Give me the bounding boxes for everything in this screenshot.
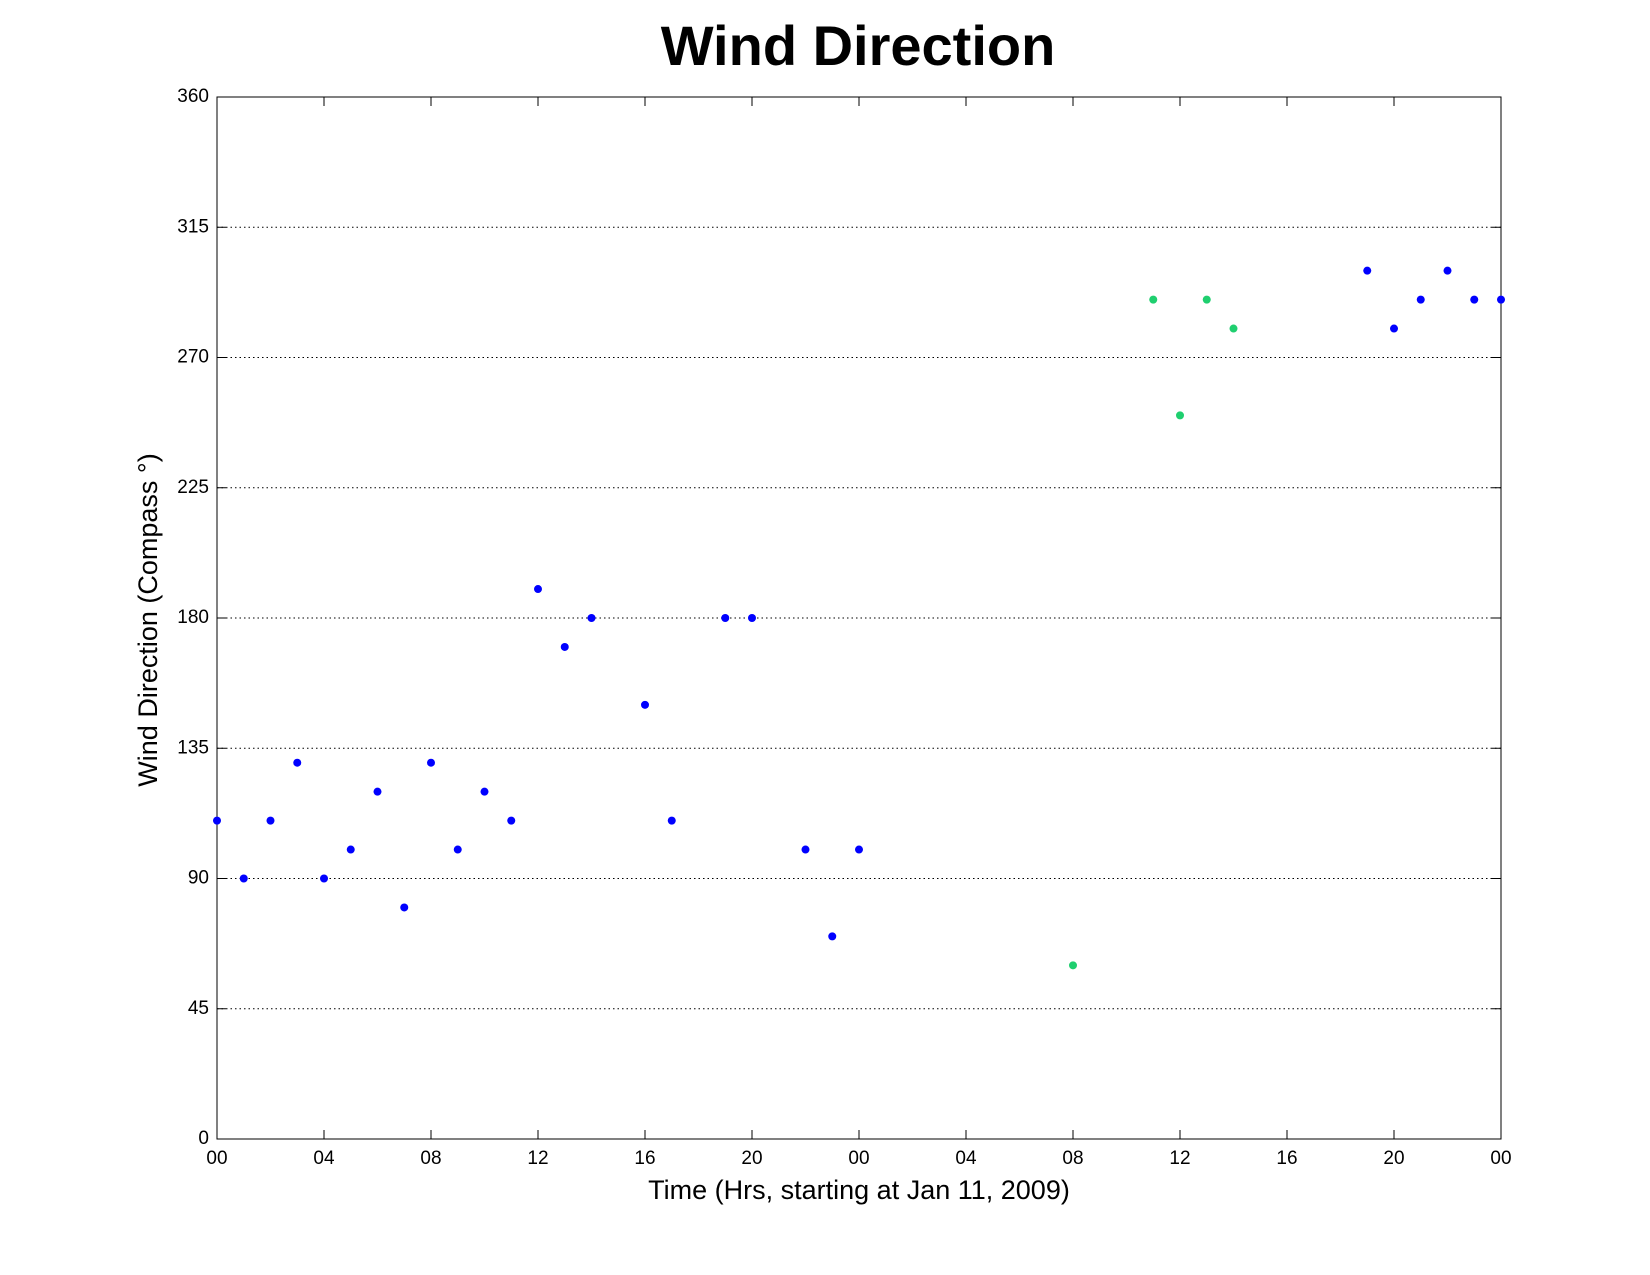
x-tick-label: 08 xyxy=(1062,1148,1083,1169)
y-tick-label: 180 xyxy=(177,607,209,628)
data-point xyxy=(320,874,328,883)
data-point xyxy=(1149,295,1158,304)
data-point xyxy=(507,816,516,825)
x-tick-label: 04 xyxy=(955,1148,977,1169)
data-point xyxy=(1069,961,1077,970)
y-axis-label: Wind Direction (Compass °) xyxy=(133,453,163,786)
data-point xyxy=(213,816,221,825)
data-point xyxy=(855,845,863,854)
data-point xyxy=(667,816,676,825)
data-point xyxy=(1229,324,1238,333)
data-point xyxy=(1176,411,1184,420)
data-point xyxy=(560,642,569,651)
y-tick-label: 315 xyxy=(177,216,209,237)
data-point xyxy=(427,758,435,767)
data-point xyxy=(748,614,756,622)
data-point xyxy=(400,903,409,912)
data-point xyxy=(453,845,462,854)
data-point xyxy=(828,932,837,941)
x-axis-label: Time (Hrs, starting at Jan 11, 2009) xyxy=(648,1175,1070,1205)
y-tick-label: 90 xyxy=(188,868,209,889)
x-tick-label: 04 xyxy=(313,1148,335,1169)
y-tick-label: 135 xyxy=(177,737,209,758)
data-point xyxy=(1202,295,1211,304)
x-tick-label: 08 xyxy=(420,1148,441,1169)
x-tick-label: 16 xyxy=(634,1148,655,1169)
data-point xyxy=(1497,295,1505,304)
y-tick-label: 45 xyxy=(188,998,209,1019)
data-point xyxy=(587,614,596,622)
x-tick-label: 20 xyxy=(1383,1148,1404,1169)
data-point xyxy=(1363,266,1372,275)
y-tick-label: 0 xyxy=(198,1128,209,1149)
x-tick-label: 20 xyxy=(741,1148,762,1169)
data-point xyxy=(1443,266,1452,275)
chart-title: Wind Direction xyxy=(661,14,1056,77)
plot-frame xyxy=(216,96,1502,1140)
x-tick-label: 12 xyxy=(527,1148,548,1169)
data-point xyxy=(801,845,810,854)
y-tick-label: 270 xyxy=(177,347,209,368)
y-tick-label: 225 xyxy=(177,477,209,498)
data-point xyxy=(266,816,275,825)
x-tick-label: 00 xyxy=(1490,1148,1511,1169)
data-point xyxy=(480,787,489,796)
data-point xyxy=(1470,295,1479,304)
data-point xyxy=(641,700,649,709)
x-tick-label: 16 xyxy=(1276,1148,1297,1169)
data-point xyxy=(534,585,542,594)
x-tick-label: 00 xyxy=(848,1148,869,1169)
x-tick-label: 00 xyxy=(206,1148,227,1169)
y-tick-label: 360 xyxy=(177,86,209,107)
data-point xyxy=(1416,295,1425,304)
data-point xyxy=(293,758,302,767)
data-point xyxy=(239,874,248,883)
data-point xyxy=(1390,324,1398,333)
x-tick-label: 12 xyxy=(1169,1148,1190,1169)
data-point xyxy=(373,787,382,796)
data-point xyxy=(346,845,355,854)
data-point xyxy=(721,614,730,622)
